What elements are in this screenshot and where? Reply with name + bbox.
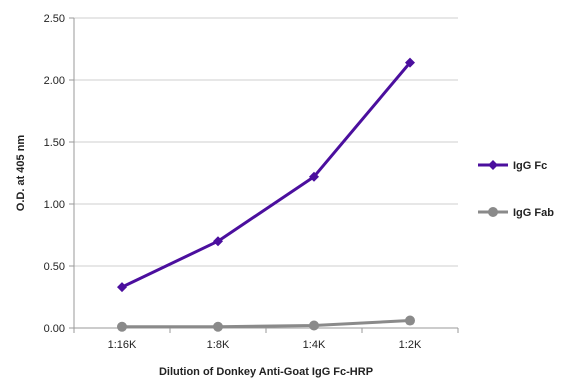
- gridlines: [74, 17, 458, 267]
- legend-swatch-marker: [488, 160, 498, 170]
- y-tick-label: 0.50: [44, 261, 65, 273]
- x-tick-label: 1:8K: [207, 339, 230, 351]
- series-line: [120, 61, 412, 289]
- y-axis-title: O.D. at 405 nm: [15, 135, 27, 212]
- y-tick-label: 1.50: [44, 137, 65, 149]
- y-tick-label: 0.00: [44, 323, 65, 335]
- data-point: [117, 321, 127, 332]
- data-series: [117, 57, 415, 332]
- x-tick-label: 1:2K: [399, 339, 422, 351]
- data-point: [309, 320, 319, 331]
- data-point: [117, 282, 127, 293]
- y-tick-labels: 0.00 0.50 1.00 1.50 2.00 2.50: [44, 13, 65, 335]
- legend-entry: IgG Fc: [478, 160, 547, 172]
- y-tick-label: 1.00: [44, 199, 65, 211]
- x-tick-labels: 1:16K 1:8K 1:4K 1:2K: [108, 339, 422, 351]
- data-point: [213, 236, 223, 247]
- data-point: [405, 315, 415, 326]
- legend-entry: IgG Fab: [478, 207, 554, 219]
- data-point: [213, 321, 223, 332]
- legend-label: IgG Fc: [513, 160, 547, 172]
- series-igg-fab: [117, 315, 415, 332]
- x-tick-label: 1:16K: [108, 339, 137, 351]
- data-point: [309, 171, 319, 182]
- legend-swatch-marker: [488, 207, 498, 217]
- series-line: [120, 319, 412, 329]
- series-igg-fc: [117, 57, 415, 293]
- data-point: [405, 57, 415, 68]
- x-axis-title: Dilution of Donkey Anti-Goat IgG Fc-HRP: [159, 366, 373, 378]
- x-tick-label: 1:4K: [303, 339, 326, 351]
- legend: IgG Fc IgG Fab: [478, 160, 554, 219]
- y-tick-label: 2.00: [44, 75, 65, 87]
- y-tick-label: 2.50: [44, 13, 65, 25]
- legend-label: IgG Fab: [513, 207, 554, 219]
